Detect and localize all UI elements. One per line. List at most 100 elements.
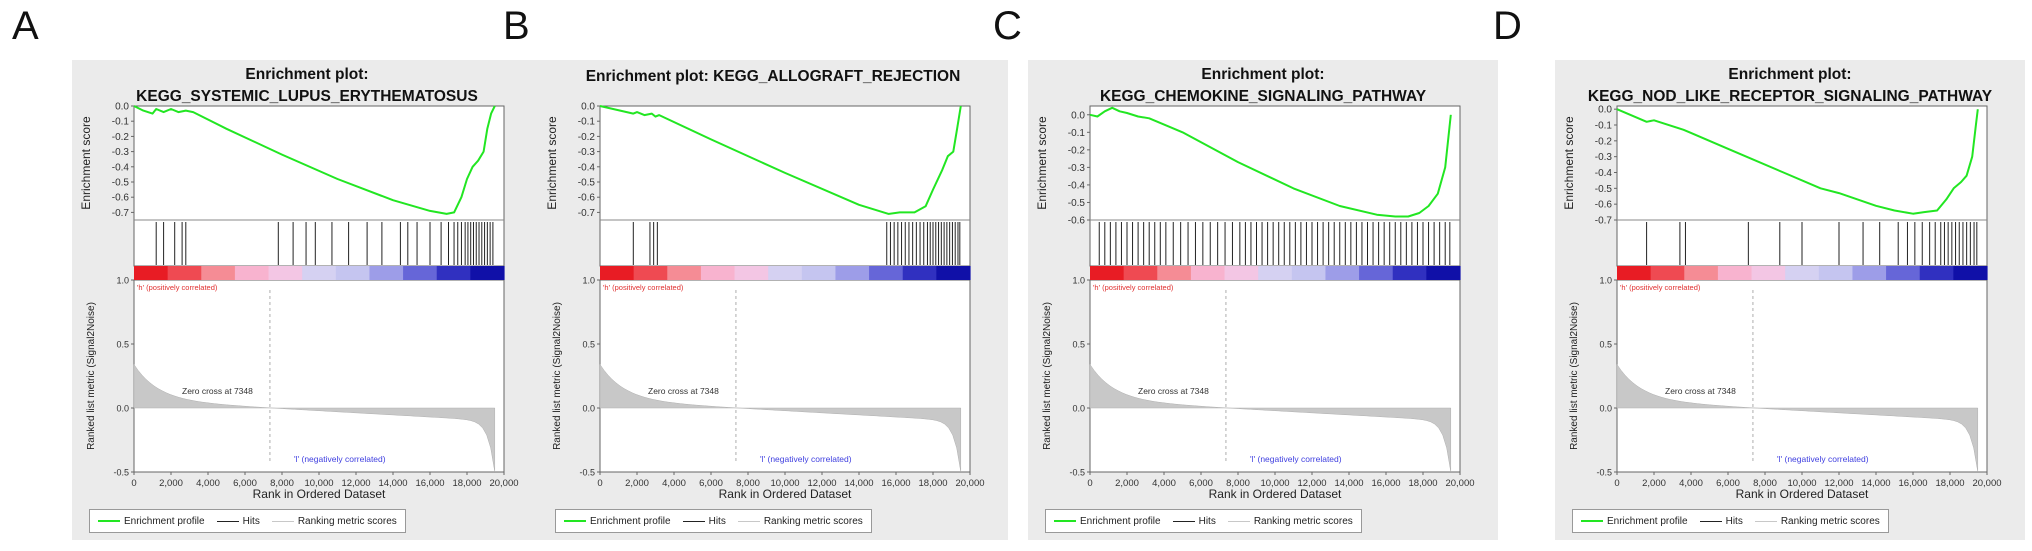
metric-tick-label: 1.0: [116, 276, 129, 286]
y-tick-label: 0.0: [115, 102, 129, 113]
legend-hits-swatch: [1699, 520, 1722, 522]
x-tick-label: 14,000: [1334, 478, 1363, 489]
ramp-segment: [369, 266, 404, 280]
ramp-segment: [936, 266, 971, 280]
y-tick-label: -0.4: [1068, 180, 1086, 191]
x-tick-label: 18,000: [1935, 478, 1964, 489]
panel-letter-b: B: [503, 4, 530, 48]
gsea-plot-c: 0.0 -0.1 -0.2 -0.3 -0.4 -0.5 -0.6 Enrichment sc…: [1035, 105, 1475, 501]
negative-corr-label: 'l' (negatively correlated): [294, 454, 386, 464]
ramp-segment: [1224, 266, 1259, 280]
legend-profile-label: Enrichment profile: [1080, 515, 1161, 527]
y-tick-label: -0.6: [1068, 216, 1086, 227]
legend: Enrichment profile Hits Ranking metric s…: [1572, 509, 1889, 533]
ramp-segment: [1258, 266, 1293, 280]
y-tick-label: -0.7: [578, 208, 596, 219]
legend-metric-label: Ranking metric scores: [1253, 515, 1353, 527]
x-tick-label: 2,000: [1115, 478, 1139, 489]
x-tick-label: 14,000: [1861, 478, 1890, 489]
ramp-segment: [1886, 266, 1921, 280]
x-tick-label: 4,000: [1679, 478, 1703, 489]
x-tick-label: 12,000: [341, 478, 370, 489]
y-tick-label: -0.1: [112, 117, 130, 128]
x-axis-label: Rank in Ordered Dataset: [1736, 487, 1869, 501]
y-tick-label: -0.4: [578, 162, 596, 173]
y-tick-label: -0.2: [1595, 136, 1613, 147]
panel-title-line2: KEGG_CHEMOKINE_SIGNALING_PATHWAY: [1099, 88, 1427, 105]
panel-title-line1: Enrichment plot:: [245, 66, 369, 83]
legend-metric-label: Ranking metric scores: [1780, 515, 1880, 527]
metric-tick-label: 0.0: [116, 404, 129, 414]
ramp-segment: [734, 266, 769, 280]
ramp-segment: [201, 266, 236, 280]
enrichment-profile-line: [1616, 108, 1979, 215]
y-axis-label: Enrichment score: [1035, 116, 1049, 210]
panel-letter-c: C: [993, 4, 1022, 48]
negative-corr-label: 'l' (negatively correlated): [760, 454, 852, 464]
legend-hits-swatch: [1172, 520, 1195, 522]
metric-plot-area: [599, 279, 971, 473]
metric-tick-label: 0.0: [1072, 404, 1085, 414]
ranking-metric-area: [133, 363, 496, 472]
zero-cross-label: Zero cross at 7348: [1665, 386, 1736, 396]
metric-axis-label: Ranked list metric (Signal2Noise): [1042, 302, 1053, 450]
legend: Enrichment profile Hits Ranking metric s…: [555, 509, 872, 533]
panel-letter-a: A: [12, 4, 39, 48]
x-tick-label: 20,000: [489, 478, 518, 489]
x-tick-label: 6,000: [699, 478, 723, 489]
y-axis-label: Enrichment score: [79, 116, 93, 210]
x-axis-label: Rank in Ordered Dataset: [253, 487, 386, 501]
ramp-segment: [768, 266, 803, 280]
legend-profile-swatch: [1054, 520, 1076, 522]
x-tick-label: 10,000: [304, 478, 333, 489]
x-tick-label: 16,000: [415, 478, 444, 489]
metric-tick-label: 1.0: [1599, 276, 1612, 286]
ramp-segment: [835, 266, 870, 280]
x-tick-label: 0: [1614, 478, 1619, 489]
metric-tick-label: 0.5: [116, 340, 129, 350]
ramp-segment: [1392, 266, 1427, 280]
metric-tick-label: 0.5: [1072, 340, 1085, 350]
ramp-segment: [1325, 266, 1360, 280]
y-tick-label: -0.5: [1068, 198, 1086, 209]
y-tick-label: -0.7: [112, 208, 130, 219]
x-tick-label: 8,000: [736, 478, 760, 489]
x-tick-label: 8,000: [270, 478, 294, 489]
ramp-segment: [403, 266, 438, 280]
x-tick-label: 10,000: [1260, 478, 1289, 489]
gsea-plot-d: 0.0 -0.1 -0.2 -0.3 -0.4 -0.5 -0.6 -0.7 Enrichmen…: [1562, 105, 2002, 501]
y-tick-label: -0.1: [1595, 121, 1613, 132]
x-tick-label: 18,000: [452, 478, 481, 489]
positive-corr-label: 'h' (positively correlated): [1620, 283, 1701, 292]
y-tick-label: -0.5: [112, 178, 130, 189]
x-tick-label: 2,000: [1642, 478, 1666, 489]
y-tick-label: -0.2: [578, 132, 596, 143]
ramp-segment: [1123, 266, 1158, 280]
x-tick-label: 6,000: [1716, 478, 1740, 489]
gsea-panel-d: Enrichment plot: KEGG_NOD_LIKE_RECEPTOR_…: [1555, 60, 2025, 540]
ranking-metric-area: [1089, 363, 1452, 472]
ramp-segment: [167, 266, 202, 280]
x-tick-label: 20,000: [955, 478, 984, 489]
ranking-metric-area: [1616, 363, 1979, 472]
x-tick-label: 8,000: [1226, 478, 1250, 489]
x-tick-label: 14,000: [378, 478, 407, 489]
y-axis-label: Enrichment score: [1562, 116, 1576, 210]
metric-axis-label: Ranked list metric (Signal2Noise): [86, 302, 97, 450]
x-tick-label: 12,000: [1824, 478, 1853, 489]
legend-metric-swatch: [1227, 520, 1250, 522]
ramp-segment: [1717, 266, 1753, 280]
legend: Enrichment profile Hits Ranking metric s…: [1045, 509, 1362, 533]
ramp-segment: [1919, 266, 1954, 280]
ramp-segment: [134, 266, 169, 280]
panel-title-line1: Enrichment plot: KEGG_ALLOGRAFT_REJECTIO…: [585, 68, 961, 85]
ramp-segment: [1617, 266, 1652, 280]
ramp-segment: [1291, 266, 1327, 280]
legend-metric-label: Ranking metric scores: [297, 515, 397, 527]
positive-corr-label: 'h' (positively correlated): [137, 283, 218, 292]
enrichment-profile-line: [133, 105, 496, 215]
positive-corr-label: 'h' (positively correlated): [603, 283, 684, 292]
ramp-segment: [436, 266, 471, 280]
y-tick-label: -0.7: [1595, 216, 1613, 227]
x-axis-label: Rank in Ordered Dataset: [1209, 487, 1342, 501]
